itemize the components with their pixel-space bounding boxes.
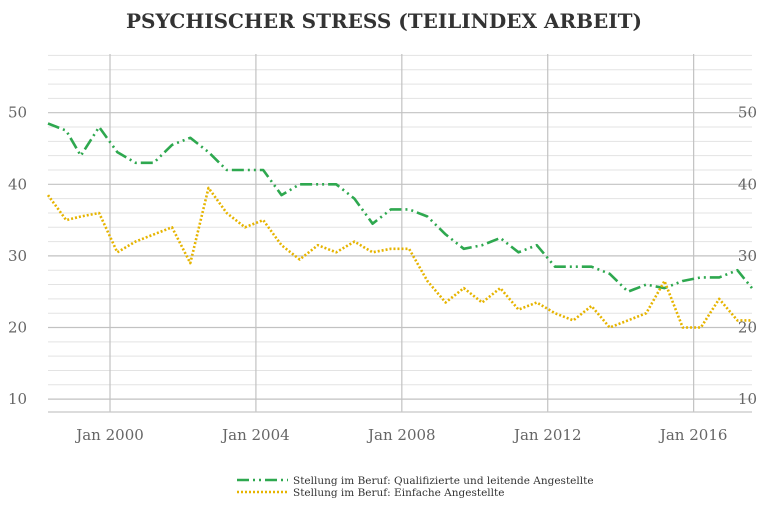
legend-label-2: Stellung im Beruf: Einfache Angestellte bbox=[293, 487, 504, 499]
y-tick-label-left: 30 bbox=[8, 247, 27, 265]
series-layer bbox=[46, 122, 754, 329]
x-tick-label: Jan 2012 bbox=[512, 426, 582, 444]
legend-label-1: Stellung im Beruf: Qualifizierte und lei… bbox=[293, 475, 594, 487]
legend: Stellung im Beruf: Qualifizierte und lei… bbox=[237, 475, 594, 499]
y-tick-label-left: 20 bbox=[8, 319, 27, 337]
grid bbox=[48, 54, 752, 413]
y-axis-ticks: 10 10 20 20 30 30 40 40 50 50 bbox=[8, 104, 757, 408]
y-tick-label-right: 30 bbox=[738, 247, 757, 265]
x-tick-label: Jan 2000 bbox=[74, 426, 144, 444]
x-tick-label: Jan 2004 bbox=[220, 426, 290, 444]
x-axis-ticks: Jan 2000 Jan 2004 Jan 2008 Jan 2012 Jan 2016 bbox=[74, 426, 727, 444]
y-tick-label-right: 10 bbox=[738, 390, 757, 408]
y-tick-label-right: 20 bbox=[738, 319, 757, 337]
y-tick-label-right: 40 bbox=[738, 175, 757, 193]
x-tick-label: Jan 2008 bbox=[366, 426, 436, 444]
y-tick-label-left: 10 bbox=[8, 390, 27, 408]
series-line-1 bbox=[47, 122, 754, 294]
y-tick-label-right: 50 bbox=[738, 104, 757, 122]
y-tick-label-left: 40 bbox=[8, 175, 27, 193]
y-tick-label-left: 50 bbox=[8, 104, 27, 122]
chart-title: PSYCHISCHER STRESS (TEILINDEX ARBEIT) bbox=[126, 9, 642, 33]
x-tick-label: Jan 2016 bbox=[658, 426, 728, 444]
